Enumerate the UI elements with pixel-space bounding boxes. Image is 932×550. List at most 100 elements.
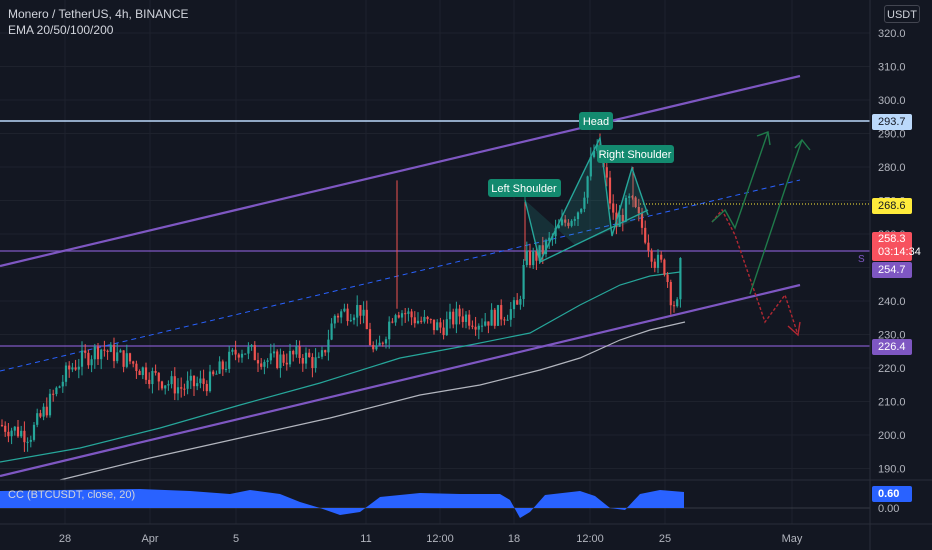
candle-body [138, 371, 141, 376]
candle-body [653, 261, 656, 268]
currency-unit-button[interactable]: USDT [884, 5, 920, 23]
candle-body [84, 350, 87, 353]
candle-body [663, 259, 666, 275]
candle-body [624, 197, 628, 222]
price-tick-label: 230.0 [878, 330, 906, 342]
candle-body [48, 393, 52, 416]
candle-body [80, 350, 84, 367]
right-shoulder-label[interactable]: Right Shoulder [597, 145, 674, 163]
candle-body [349, 320, 352, 322]
candle-body [256, 360, 260, 364]
candle-body [372, 345, 375, 350]
candle-body [500, 305, 503, 320]
candle-body [589, 156, 592, 177]
candle-body [247, 346, 250, 354]
candle-body [679, 258, 682, 300]
candle-body [228, 351, 231, 369]
channel-lower-line[interactable] [0, 283, 801, 478]
candle-body [464, 314, 468, 322]
head-label[interactable]: Head [579, 112, 613, 130]
bearish-projection [711, 208, 799, 336]
candle-body [474, 326, 477, 330]
candle-body [576, 212, 580, 220]
candle-body [407, 311, 410, 314]
time-tick-label: 18 [508, 533, 520, 545]
bullish-arrowhead-1 [756, 131, 771, 146]
candle-body [634, 197, 637, 207]
candle-body [199, 378, 202, 384]
time-tick-label: May [782, 533, 803, 545]
candle-body [109, 344, 112, 352]
time-tick-label: 11 [360, 533, 371, 545]
candle-body [461, 316, 464, 322]
candle-body [61, 381, 64, 387]
candle-body [186, 380, 189, 389]
candle-body [541, 245, 544, 255]
candle-body [564, 219, 567, 223]
channel-upper-line[interactable] [0, 74, 801, 268]
symbol-title[interactable]: Monero / TetherUS, 4h, BINANCE [8, 7, 189, 21]
side-marker: S [858, 254, 865, 265]
candle-body [416, 320, 420, 324]
time-axis[interactable]: 28 Apr 5 11 12:00 18 12:00 25 May [59, 533, 803, 545]
candle-body [503, 319, 506, 321]
indicator-legend[interactable]: EMA 20/50/100/200 [8, 23, 114, 37]
candle-body [176, 387, 180, 394]
candle-body [164, 385, 167, 389]
time-tick-label: 25 [659, 533, 671, 545]
candle-body [320, 350, 324, 357]
candle-body [55, 387, 58, 395]
support-mid-price-badge: 254.7 [872, 262, 912, 278]
candle-body [250, 345, 253, 347]
candle-body [359, 305, 362, 316]
candle-body [96, 346, 100, 360]
candle-body [32, 424, 36, 440]
candle-body [103, 349, 106, 351]
candle-body [253, 345, 256, 361]
candle-body [148, 379, 151, 385]
oscillator-legend[interactable]: CC (BTCUSDT, close, 20) [8, 489, 136, 501]
candle-body [324, 350, 327, 353]
candle-body [544, 240, 548, 255]
candle-body [269, 353, 272, 361]
candle-body [394, 315, 397, 323]
candle-body [554, 228, 557, 237]
time-tick-label: 5 [233, 533, 239, 545]
left-shoulder-label[interactable]: Left Shoulder [488, 179, 561, 202]
candle-body [567, 222, 570, 226]
last-price-value: 258.3 [878, 233, 906, 245]
candle-body [413, 317, 416, 324]
candle-body [10, 430, 13, 437]
candle-body [608, 177, 612, 204]
price-tick-label: 310.0 [878, 62, 906, 74]
last-price-badge: 258.3 03:14:34 [872, 232, 921, 261]
candle-body [285, 362, 288, 365]
candle-body [631, 196, 634, 198]
candle-body [644, 227, 647, 243]
candle-body [125, 353, 128, 367]
candle-body [343, 308, 346, 312]
candle-body [64, 365, 68, 382]
candle-body [304, 352, 308, 364]
candle-body [244, 353, 247, 355]
candle-body [317, 356, 320, 358]
candle-body [301, 357, 304, 364]
candle-body [618, 214, 621, 227]
price-tick-label: 280.0 [878, 162, 906, 174]
candle-body [202, 378, 205, 384]
candle-body [192, 375, 196, 387]
head-text: Head [583, 116, 609, 128]
candle-body [368, 329, 372, 346]
candle-body [276, 351, 279, 369]
candle-body [333, 315, 336, 324]
left-shoulder-text: Left Shoulder [491, 183, 557, 195]
candle-body [458, 308, 461, 317]
ema-white-line [59, 321, 686, 481]
candle-body [493, 309, 496, 326]
candle-body [509, 309, 512, 320]
candle-body [288, 351, 292, 365]
candle-body [90, 359, 93, 366]
candle-body [135, 363, 138, 372]
candle-body [16, 426, 20, 437]
